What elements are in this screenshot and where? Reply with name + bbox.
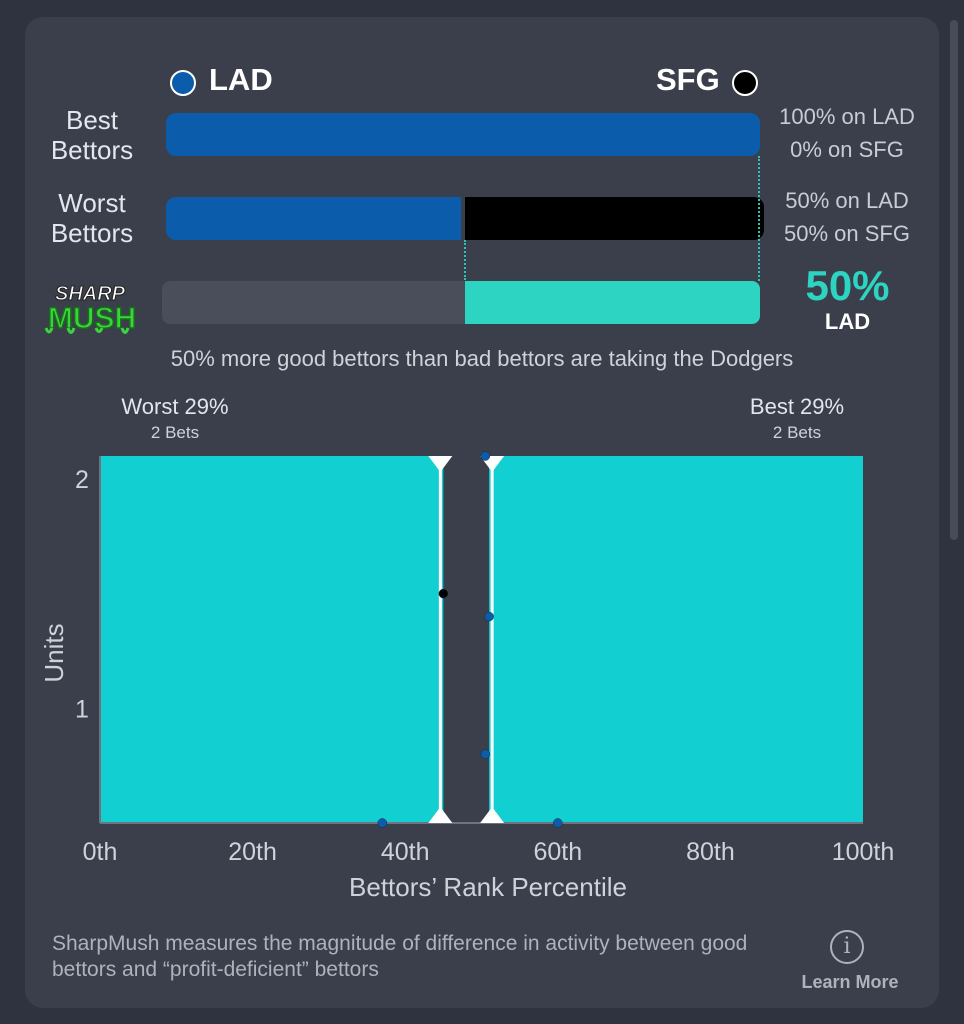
cutoff-bottom-marker-0 <box>428 807 453 823</box>
logo-text-bottom: MUSH <box>48 302 136 335</box>
data-point-4 <box>480 749 491 759</box>
best-bettors-label: Best Bettors <box>22 105 162 165</box>
best-label-line2: Bettors <box>50 135 134 165</box>
shaded-range-1 <box>489 456 863 823</box>
worst-split-dotted-line <box>464 240 466 280</box>
best-sfg-pct: 0% on SFG <box>790 137 904 162</box>
team-right-label: SFG <box>656 62 720 97</box>
sharp-team-label: LAD <box>824 309 871 334</box>
summary-text: 50% more good bettors than bad bettors a… <box>170 346 794 371</box>
data-point-2 <box>480 451 491 461</box>
footer-description: SharpMush measures the magnitude of diff… <box>52 932 748 981</box>
info-icon[interactable]: i <box>830 930 864 964</box>
cutoff-top-marker-0 <box>428 456 453 472</box>
lad-dot-icon <box>170 70 196 96</box>
y-tick-label-0: 1 <box>75 695 89 723</box>
rank-percentile-chart: 0th 20th 40th 60th 80th 100th 1 2 Bettors’ Rank … <box>39 451 895 902</box>
best-range-title: Best 29% <box>749 394 845 419</box>
data-point-3 <box>484 611 494 622</box>
x-tick-label-0: 0th <box>83 838 118 866</box>
worst-label-line2: Bettors <box>50 218 134 248</box>
sfg-dot-icon <box>732 70 758 96</box>
best-end-dotted-line <box>758 156 760 281</box>
data-point-5 <box>553 818 563 828</box>
worst-range-sub: 2 Bets <box>150 423 200 442</box>
best-label-line1: Best <box>65 105 119 135</box>
x-tick-label-2: 40th <box>381 838 430 866</box>
x-tick-label-1: 20th <box>228 838 277 866</box>
best-lad-bar <box>166 113 760 156</box>
worst-sfg-bar <box>465 197 764 240</box>
team-left-label: LAD <box>209 62 273 97</box>
worst-percent-text: 50% on LAD 50% on SFG <box>762 184 932 250</box>
best-lad-pct: 100% on LAD <box>779 104 915 129</box>
worst-sfg-pct: 50% on SFG <box>784 221 910 246</box>
x-axis-label: Bettors’ Rank Percentile <box>349 872 627 902</box>
worst-lad-bar <box>166 197 461 240</box>
sharpmush-logo: SHARP MUSH <box>34 278 152 338</box>
worst-bettors-label: Worst Bettors <box>22 188 162 248</box>
best-range-sub: 2 Bets <box>772 423 822 442</box>
best-percent-text: 100% on LAD 0% on SFG <box>762 100 932 166</box>
x-tick-label-3: 60th <box>533 838 582 866</box>
shaded-range-0 <box>100 456 444 823</box>
worst-range-title: Worst 29% <box>121 394 229 419</box>
data-point-1 <box>438 588 449 599</box>
data-point-0 <box>377 818 388 828</box>
y-tick-label-1: 2 <box>75 466 89 494</box>
worst-label-line1: Worst <box>58 188 126 218</box>
scrollbar[interactable] <box>950 20 958 540</box>
worst-lad-pct: 50% on LAD <box>785 188 909 213</box>
cutoff-bottom-marker-1 <box>480 807 505 823</box>
sharp-percent-value: 50% <box>805 262 890 309</box>
logo-text-top: SHARP <box>55 283 126 305</box>
y-axis-label: Units <box>39 623 69 682</box>
sharp-fill-bar <box>465 281 760 324</box>
learn-more-link[interactable]: Learn More <box>801 972 899 992</box>
x-tick-label-5: 100th <box>832 838 895 866</box>
x-tick-label-4: 80th <box>686 838 735 866</box>
